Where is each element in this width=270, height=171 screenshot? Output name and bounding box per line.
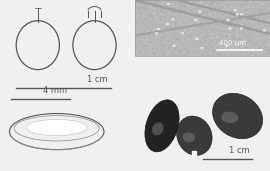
Ellipse shape (145, 100, 179, 152)
Text: 1 cm: 1 cm (87, 75, 108, 84)
Text: 4 mm: 4 mm (43, 86, 68, 95)
Ellipse shape (183, 133, 195, 142)
Text: 1 cm: 1 cm (229, 146, 250, 155)
Ellipse shape (177, 116, 212, 155)
Text: 400 μm: 400 μm (219, 40, 246, 46)
Ellipse shape (212, 93, 263, 139)
Bar (135, 0, 270, 56)
Ellipse shape (221, 112, 238, 123)
Ellipse shape (26, 119, 87, 136)
Ellipse shape (152, 122, 164, 135)
